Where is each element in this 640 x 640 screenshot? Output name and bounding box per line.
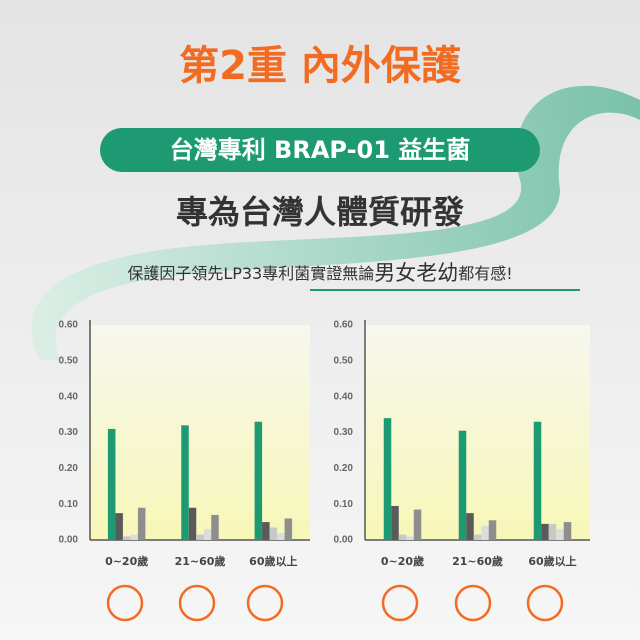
y-tick-label: 0.20 (334, 463, 354, 474)
plot-area (90, 325, 310, 540)
badge-bg (100, 128, 540, 172)
plot-area (365, 325, 590, 540)
bar (548, 523, 557, 540)
tagline: 保護因子領先LP33專利菌實證無論男女老幼都有感! (127, 261, 512, 285)
y-tick-label: 0.10 (334, 499, 354, 510)
y-tick-label: 0.00 (334, 535, 354, 546)
bar (406, 536, 414, 540)
bar (137, 507, 146, 540)
icons (106, 584, 564, 622)
subtitle: 專為台灣人體質研發 (176, 193, 464, 231)
y-tick-label: 0.60 (334, 320, 354, 331)
y-tick-label: 0.40 (59, 391, 79, 402)
bar (413, 509, 422, 540)
bar (383, 418, 392, 540)
bar (181, 425, 189, 540)
bar (107, 428, 116, 540)
bar (262, 522, 270, 540)
badge: 台灣專利 BRAP-01 益生菌 (170, 136, 471, 164)
bar (556, 529, 564, 540)
bar (533, 421, 542, 540)
bar (196, 534, 204, 540)
y-tick-label: 0.30 (334, 427, 354, 438)
y-tick-label: 0.40 (334, 391, 354, 402)
x-tick-label: 60歲以上 (249, 554, 297, 568)
bar (277, 532, 285, 540)
tagline-highlight: 男女老幼 (374, 261, 458, 285)
x-tick-label: 60歲以上 (528, 554, 576, 568)
bar (488, 520, 497, 540)
bar (466, 513, 474, 540)
bar (130, 534, 138, 540)
bar (481, 525, 489, 540)
y-tick-label: 0.50 (59, 355, 79, 366)
bar (254, 421, 263, 540)
y-tick-label: 0.10 (59, 499, 79, 510)
bar (122, 536, 131, 540)
tagline-tail: 都有感! (458, 264, 512, 283)
x-tick-label: 0~20歲 (381, 554, 424, 568)
swoosh (31, 85, 640, 360)
bar (473, 534, 482, 540)
y-tick-label: 0.60 (59, 320, 79, 331)
bar (269, 527, 278, 540)
bar (563, 522, 572, 540)
bar (115, 513, 123, 540)
y-tick-label: 0.00 (59, 535, 79, 546)
bar (211, 514, 219, 540)
x-tick-label: 21~60歲 (175, 554, 226, 568)
bar (188, 507, 197, 540)
bar (391, 505, 399, 540)
x-tick-label: 21~60歲 (452, 554, 503, 568)
bar (203, 529, 212, 540)
tagline-lead: 保護因子領先LP33專利菌實證無論 (127, 264, 374, 283)
bar (398, 534, 407, 540)
title: 第2重 內外保護 (179, 43, 462, 89)
bar (541, 523, 549, 540)
x-tick-label: 0~20歲 (105, 554, 148, 568)
y-tick-label: 0.30 (59, 427, 79, 438)
bar (458, 430, 467, 540)
y-tick-label: 0.50 (334, 355, 354, 366)
y-tick-label: 0.20 (59, 463, 79, 474)
bar (284, 518, 293, 540)
